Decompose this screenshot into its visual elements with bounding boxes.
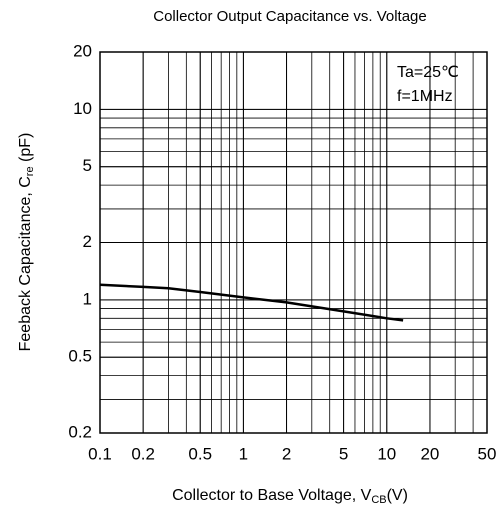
x-tick-label: 10: [377, 444, 396, 463]
plot-frame: [99, 51, 488, 434]
y-tick-label: 5: [83, 156, 92, 175]
x-label-text: Collector to Base Voltage, V: [172, 487, 372, 504]
y-tick-label: 1: [83, 289, 92, 308]
y-label-text: Feeback Capacitance, C: [17, 176, 34, 351]
x-tick-label: 0.2: [131, 444, 155, 463]
y-tick-label: 10: [73, 99, 92, 118]
y-label-sub: re: [24, 166, 36, 176]
x-axis-label: Collector to Base Voltage, VCB(V): [172, 487, 408, 506]
x-tick-label: 0.1: [88, 444, 112, 463]
annotation: f=1MHz: [397, 88, 453, 105]
y-tick-label: 20: [73, 41, 92, 60]
y-tick-label: 0.2: [68, 422, 92, 441]
x-tick-label: 20: [420, 444, 439, 463]
annotation: Ta=25℃: [397, 64, 459, 81]
x-tick-label: 50: [478, 444, 497, 463]
y-axis-label: Feeback Capacitance, Cre (pF): [17, 133, 36, 352]
y-tick-label: 2: [83, 232, 92, 251]
x-label-sub: CB: [371, 494, 386, 506]
x-tick-label: 2: [282, 444, 291, 463]
chart-title: Collector Output Capacitance vs. Voltage: [153, 8, 427, 25]
y-label-suffix: (pF): [17, 133, 34, 167]
x-label-suffix: (V): [387, 487, 408, 504]
x-tick-label: 0.5: [188, 444, 212, 463]
x-tick-label: 5: [339, 444, 348, 463]
x-tick-label: 1: [239, 444, 248, 463]
y-tick-label: 0.5: [68, 347, 92, 366]
data-line: [99, 283, 404, 322]
